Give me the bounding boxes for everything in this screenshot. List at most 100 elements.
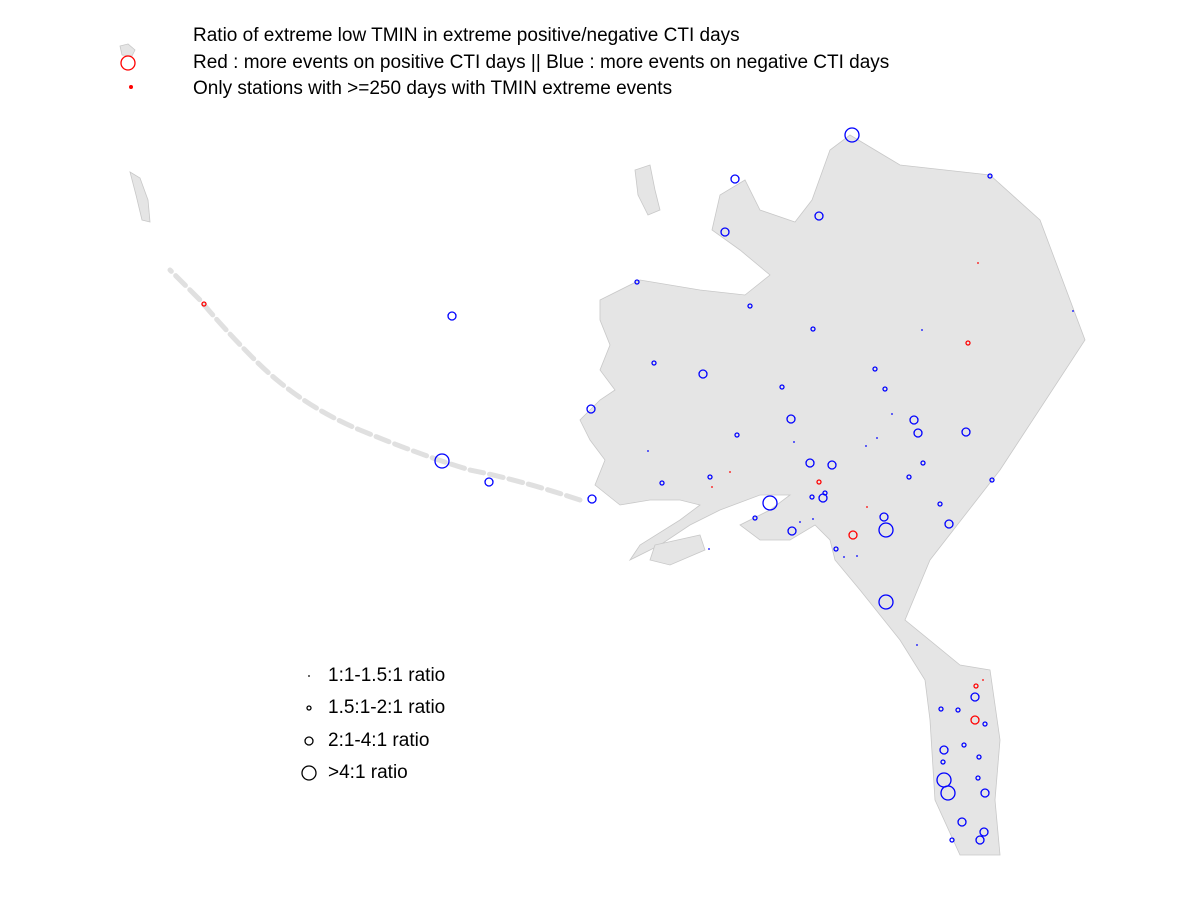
station xyxy=(970,715,980,725)
station xyxy=(940,759,946,765)
station xyxy=(814,211,824,221)
station xyxy=(827,460,837,470)
station xyxy=(812,518,814,520)
station xyxy=(734,432,740,438)
station xyxy=(937,501,943,507)
station xyxy=(921,329,923,331)
header-line: Red : more events on positive CTI days |… xyxy=(193,52,889,73)
station xyxy=(708,548,710,550)
station xyxy=(805,458,815,468)
island-chain xyxy=(167,267,583,503)
station xyxy=(982,721,988,727)
station xyxy=(940,785,956,801)
station xyxy=(698,369,708,379)
legend-label: >4:1 ratio xyxy=(328,762,408,783)
station xyxy=(872,366,878,372)
station xyxy=(879,512,889,522)
station xyxy=(848,530,858,540)
station xyxy=(659,480,665,486)
station xyxy=(878,522,894,538)
station xyxy=(711,486,713,488)
station xyxy=(977,262,979,264)
station xyxy=(909,415,919,425)
station xyxy=(586,404,596,414)
station xyxy=(976,754,982,760)
station xyxy=(989,477,995,483)
header-line: Ratio of extreme low TMIN in extreme pos… xyxy=(193,25,740,46)
station xyxy=(913,428,923,438)
station xyxy=(856,555,858,557)
station xyxy=(973,683,979,689)
station xyxy=(920,460,926,466)
legend-symbol xyxy=(129,85,133,89)
station xyxy=(916,644,918,646)
size-legend: 1:1-1.5:1 ratio 1.5:1-2:1 ratio 2:1-4:1 ra… xyxy=(301,665,445,783)
legend-symbol xyxy=(120,55,136,71)
legend-label: 2:1-4:1 ratio xyxy=(328,730,429,751)
station xyxy=(707,474,713,480)
station xyxy=(587,494,597,504)
station xyxy=(979,827,989,837)
station xyxy=(720,227,730,237)
station xyxy=(970,692,980,702)
station xyxy=(866,506,868,508)
station xyxy=(822,490,828,496)
station xyxy=(787,526,797,536)
island xyxy=(129,171,151,223)
station xyxy=(965,340,971,346)
station xyxy=(906,474,912,480)
station xyxy=(747,303,753,309)
station xyxy=(882,386,888,392)
station xyxy=(762,495,778,511)
station xyxy=(647,450,649,452)
station xyxy=(752,515,758,521)
station xyxy=(961,742,967,748)
station xyxy=(876,437,878,439)
stations xyxy=(201,127,1074,845)
station xyxy=(844,127,860,143)
station xyxy=(786,414,796,424)
station xyxy=(816,479,822,485)
land xyxy=(119,43,1086,856)
station xyxy=(201,301,207,307)
station xyxy=(891,413,893,415)
station xyxy=(730,174,740,184)
station xyxy=(975,835,985,845)
station xyxy=(939,745,949,755)
station xyxy=(634,279,640,285)
legend-symbol xyxy=(304,736,314,746)
station xyxy=(434,453,450,469)
legend-symbol xyxy=(308,675,310,677)
station xyxy=(793,441,795,443)
station xyxy=(809,494,815,500)
header-legend: Ratio of extreme low TMIN in extreme pos… xyxy=(120,25,889,99)
station xyxy=(938,706,944,712)
station xyxy=(982,679,984,681)
mainland xyxy=(579,134,1086,856)
station xyxy=(944,519,954,529)
station xyxy=(949,837,955,843)
header-line: Only stations with >=250 days with TMIN … xyxy=(193,78,672,99)
station xyxy=(865,445,867,447)
station xyxy=(729,471,731,473)
legend-land xyxy=(119,43,136,57)
island xyxy=(649,534,706,566)
station xyxy=(779,384,785,390)
station xyxy=(878,594,894,610)
station xyxy=(975,775,981,781)
legend-symbol xyxy=(301,765,317,781)
station xyxy=(961,427,971,437)
station xyxy=(447,311,457,321)
legend-label: 1.5:1-2:1 ratio xyxy=(328,697,445,718)
station xyxy=(810,326,816,332)
station xyxy=(957,817,967,827)
station xyxy=(955,707,961,713)
station xyxy=(799,521,801,523)
station xyxy=(833,546,839,552)
station xyxy=(987,173,993,179)
legend-symbol xyxy=(306,705,312,711)
station xyxy=(651,360,657,366)
station xyxy=(1072,310,1074,312)
